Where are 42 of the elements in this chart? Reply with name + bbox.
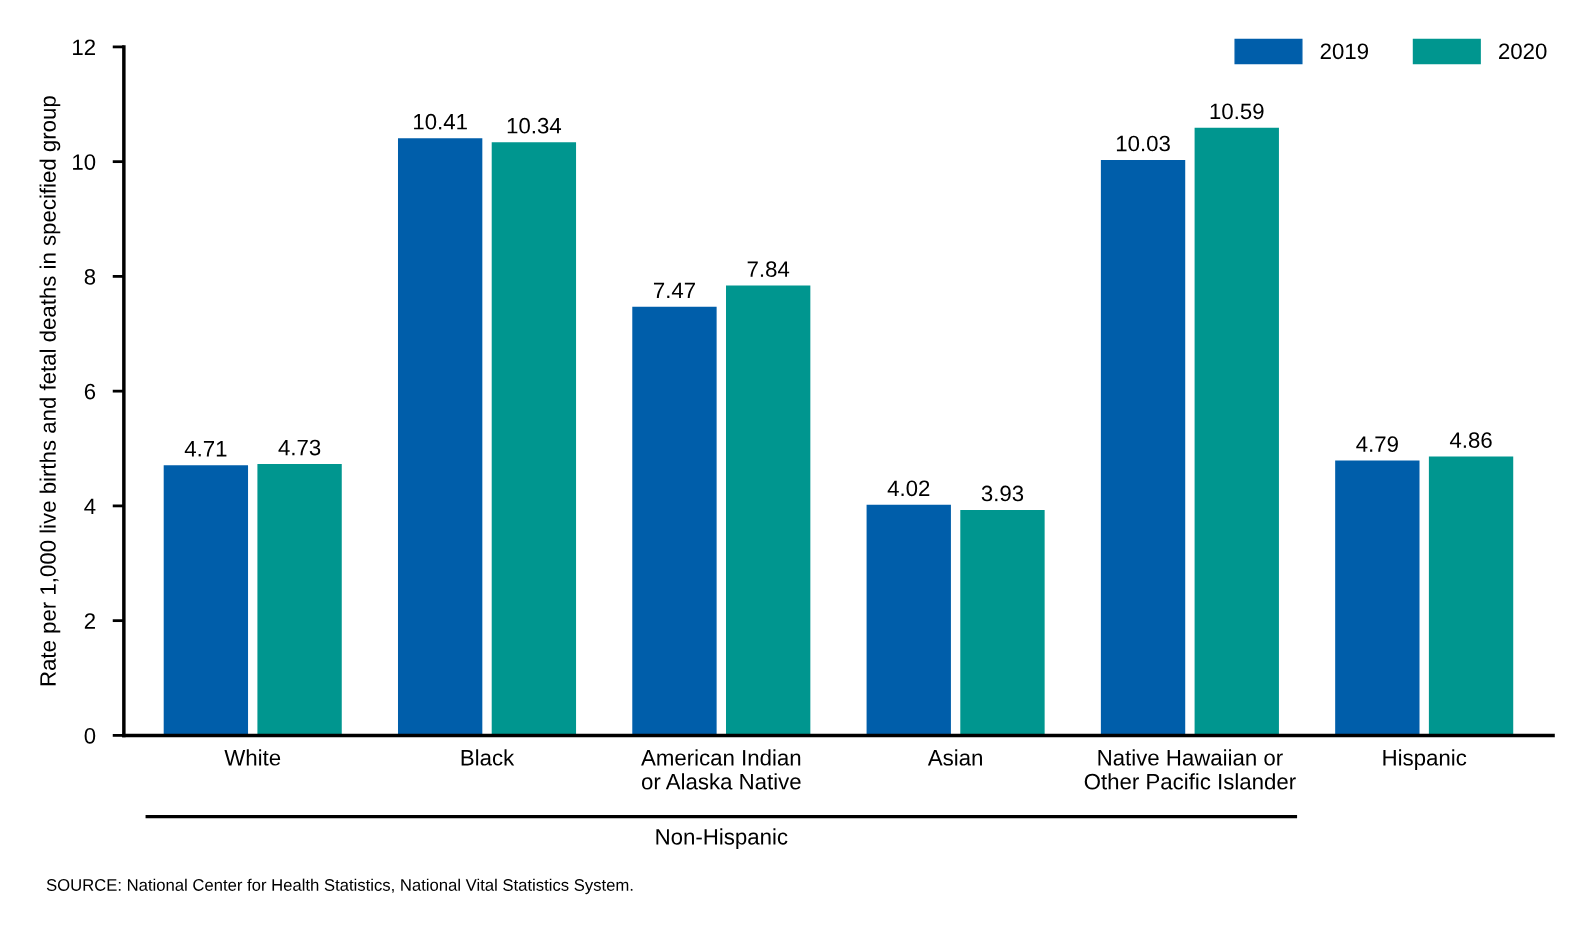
bar [397, 138, 483, 736]
data-label: 10.59 [1210, 103, 1264, 120]
y-axis-title: Rate per 1,000 live births and fetal deaths in specified group [39, 96, 61, 686]
bar [866, 504, 951, 736]
y-tick-label: 10 [73, 154, 96, 170]
x-tick-label: Black [461, 749, 515, 766]
y-tick-label: 2 [84, 613, 95, 629]
data-label: 3.93 [981, 485, 1024, 502]
y-tick-label: 6 [84, 383, 96, 400]
data-label: 4.86 [1449, 432, 1492, 448]
y-tick-label: 8 [84, 268, 96, 285]
x-tick-label: American Indian or Alaska Native [641, 749, 801, 790]
bar [163, 465, 249, 736]
x-tick-label: Native Hawaiian or Other Pacific Islander [1084, 749, 1296, 790]
y-tick-label: 4 [84, 498, 96, 514]
bar [257, 464, 342, 736]
bar [491, 142, 577, 736]
x-tick-label: Hispanic [1383, 749, 1467, 770]
bar [1335, 460, 1420, 736]
bar [960, 509, 1045, 736]
bar [1100, 159, 1186, 736]
bar [632, 306, 717, 736]
data-label: 4.02 [887, 480, 930, 497]
legend-label: 2019 [1320, 43, 1368, 60]
y-tick-label: 0 [84, 727, 96, 744]
bar [726, 285, 811, 736]
bar [1194, 127, 1279, 736]
data-label: 7.84 [747, 261, 790, 278]
data-label: 10.03 [1116, 135, 1170, 152]
x-tick-label: White [224, 749, 281, 766]
data-label: 4.71 [184, 441, 227, 457]
legend-label: 2020 [1499, 43, 1547, 60]
data-label: 10.34 [507, 117, 562, 134]
bar [1428, 456, 1514, 736]
source-note: SOURCE: National Center for Health Statistics, National Vital Statistics System. [46, 878, 633, 895]
data-label: 10.41 [414, 113, 467, 130]
data-label: 4.73 [278, 439, 321, 456]
x-tick-label: Asian [927, 749, 982, 766]
y-tick-label: 12 [73, 39, 95, 55]
text: Non-Hispanic [656, 828, 788, 850]
data-label: 4.79 [1356, 436, 1398, 453]
data-label: 7.47 [653, 282, 695, 299]
